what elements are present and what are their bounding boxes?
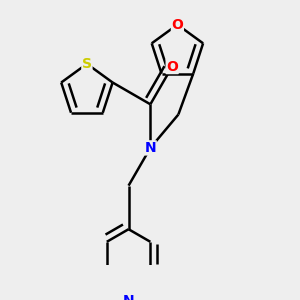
Text: S: S [82, 57, 92, 71]
Text: N: N [123, 294, 134, 300]
Text: O: O [172, 18, 183, 32]
Text: O: O [166, 60, 178, 74]
Text: N: N [145, 141, 156, 155]
